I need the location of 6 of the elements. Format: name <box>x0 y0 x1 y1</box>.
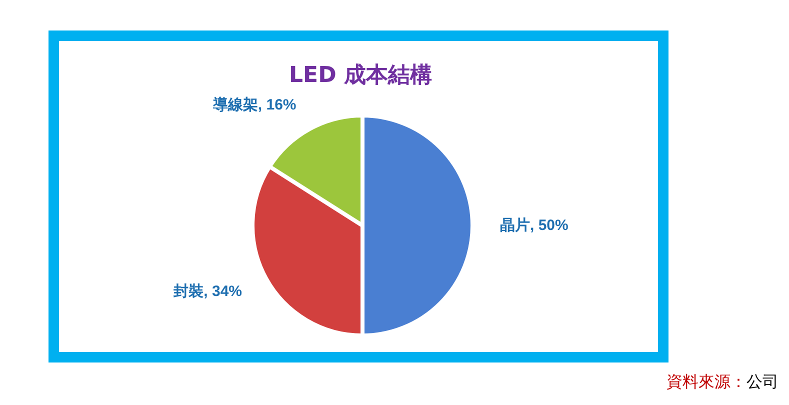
source-note: 資料來源： <box>666 372 746 391</box>
slice-label: 封裝, 34% <box>172 283 242 300</box>
chart-title: LED 成本結構 <box>289 63 432 88</box>
text: 公司 <box>746 372 778 391</box>
slice-label: 晶片, 50% <box>500 217 568 234</box>
slice-label: 導線架, 16% <box>212 96 296 114</box>
